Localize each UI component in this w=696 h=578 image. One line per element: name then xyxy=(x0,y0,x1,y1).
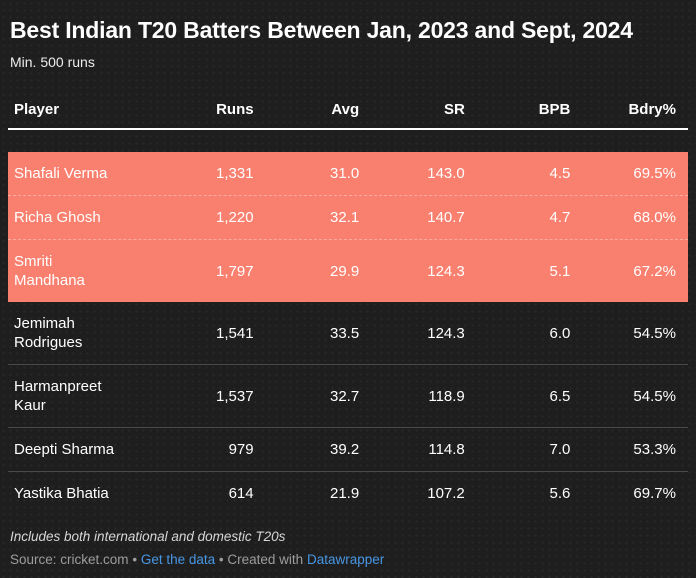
source-name: cricket.com xyxy=(60,552,129,567)
player-cell: Jemimah Rodrigues xyxy=(14,315,83,351)
table-row: Shafali Verma 1,331 31.0 143.0 4.5 69.5% xyxy=(8,152,688,195)
avg-cell: 31.0 xyxy=(329,165,360,182)
sr-cell: 107.2 xyxy=(427,485,465,502)
bpb-cell: 6.5 xyxy=(549,387,571,405)
bullet-separator: • xyxy=(132,552,138,567)
column-header-sr: SR xyxy=(443,101,465,118)
table-row: Smriti Mandhana 1,797 29.9 124.3 5.1 67.2% xyxy=(8,239,688,302)
runs-cell: 1,331 xyxy=(216,165,254,182)
bdry-cell: 54.5% xyxy=(633,324,676,342)
sr-cell: 140.7 xyxy=(427,209,465,226)
bpb-cell: 6.0 xyxy=(549,324,571,342)
table-header-row: Player Runs Avg SR BPB Bdry% xyxy=(8,101,688,130)
avg-cell: 21.9 xyxy=(329,485,360,502)
player-cell: Shafali Verma xyxy=(14,165,108,182)
bullet-separator: • xyxy=(218,552,224,567)
created-with-label: Created with xyxy=(227,552,304,567)
runs-cell: 1,541 xyxy=(216,324,254,342)
bpb-cell: 5.1 xyxy=(549,262,571,280)
runs-cell: 979 xyxy=(228,441,254,458)
bdry-cell: 68.0% xyxy=(633,209,676,226)
sr-cell: 114.8 xyxy=(428,441,465,458)
column-header-bdry: Bdry% xyxy=(628,101,676,118)
sr-cell: 124.3 xyxy=(427,324,465,342)
runs-cell: 1,537 xyxy=(216,387,254,405)
column-header-runs: Runs xyxy=(216,101,254,118)
player-cell: Smriti Mandhana xyxy=(14,253,85,289)
bpb-cell: 5.6 xyxy=(549,485,571,502)
bdry-cell: 53.3% xyxy=(633,441,676,458)
player-cell: Deepti Sharma xyxy=(14,441,115,458)
avg-cell: 33.5 xyxy=(329,324,360,342)
player-cell: Richa Ghosh xyxy=(14,209,101,226)
sr-cell: 124.3 xyxy=(427,262,465,280)
bpb-cell: 4.5 xyxy=(549,165,571,182)
bdry-cell: 69.7% xyxy=(633,485,676,502)
bdry-cell: 54.5% xyxy=(633,387,676,405)
bpb-cell: 7.0 xyxy=(549,441,571,458)
table-row: Harmanpreet Kaur 1,537 32.7 118.9 6.5 54.5% xyxy=(8,364,688,427)
avg-cell: 39.2 xyxy=(329,441,360,458)
datawrapper-link[interactable]: Datawrapper xyxy=(306,552,385,567)
table-body: Shafali Verma 1,331 31.0 143.0 4.5 69.5% Richa… xyxy=(8,152,688,515)
table-row: Deepti Sharma 979 39.2 114.8 7.0 53.3% xyxy=(8,427,688,471)
table-row: Yastika Bhatia 614 21.9 107.2 5.6 69.7% xyxy=(8,471,688,515)
bdry-cell: 67.2% xyxy=(633,262,676,280)
column-header-avg: Avg xyxy=(331,101,360,118)
sr-cell: 143.0 xyxy=(427,165,465,182)
avg-cell: 32.1 xyxy=(329,209,360,226)
runs-cell: 1,797 xyxy=(216,262,254,280)
bpb-cell: 4.7 xyxy=(549,209,571,226)
runs-cell: 1,220 xyxy=(216,209,254,226)
stats-table: Player Runs Avg SR BPB Bdry% Shafali Ver… xyxy=(8,101,688,515)
sr-cell: 118.9 xyxy=(428,387,465,405)
chart-subtitle: Min. 500 runs xyxy=(10,54,95,70)
bdry-cell: 69.5% xyxy=(633,165,676,182)
player-cell: Yastika Bhatia xyxy=(14,485,109,502)
footnote: Includes both international and domestic… xyxy=(10,529,286,544)
page-title: Best Indian T20 Batters Between Jan, 202… xyxy=(10,17,633,43)
player-cell: Harmanpreet Kaur xyxy=(14,378,102,414)
avg-cell: 29.9 xyxy=(329,262,360,280)
source-label: Source: xyxy=(10,552,57,567)
get-the-data-link[interactable]: Get the data xyxy=(140,552,216,567)
source-line: Source: cricket.com • Get the data • Cre… xyxy=(10,552,688,568)
avg-cell: 32.7 xyxy=(329,387,360,405)
table-row: Jemimah Rodrigues 1,541 33.5 124.3 6.0 54.5% xyxy=(8,302,688,364)
runs-cell: 614 xyxy=(228,485,254,502)
column-header-player: Player xyxy=(14,101,60,118)
column-header-bpb: BPB xyxy=(538,101,571,118)
table-row: Richa Ghosh 1,220 32.1 140.7 4.7 68.0% xyxy=(8,195,688,239)
